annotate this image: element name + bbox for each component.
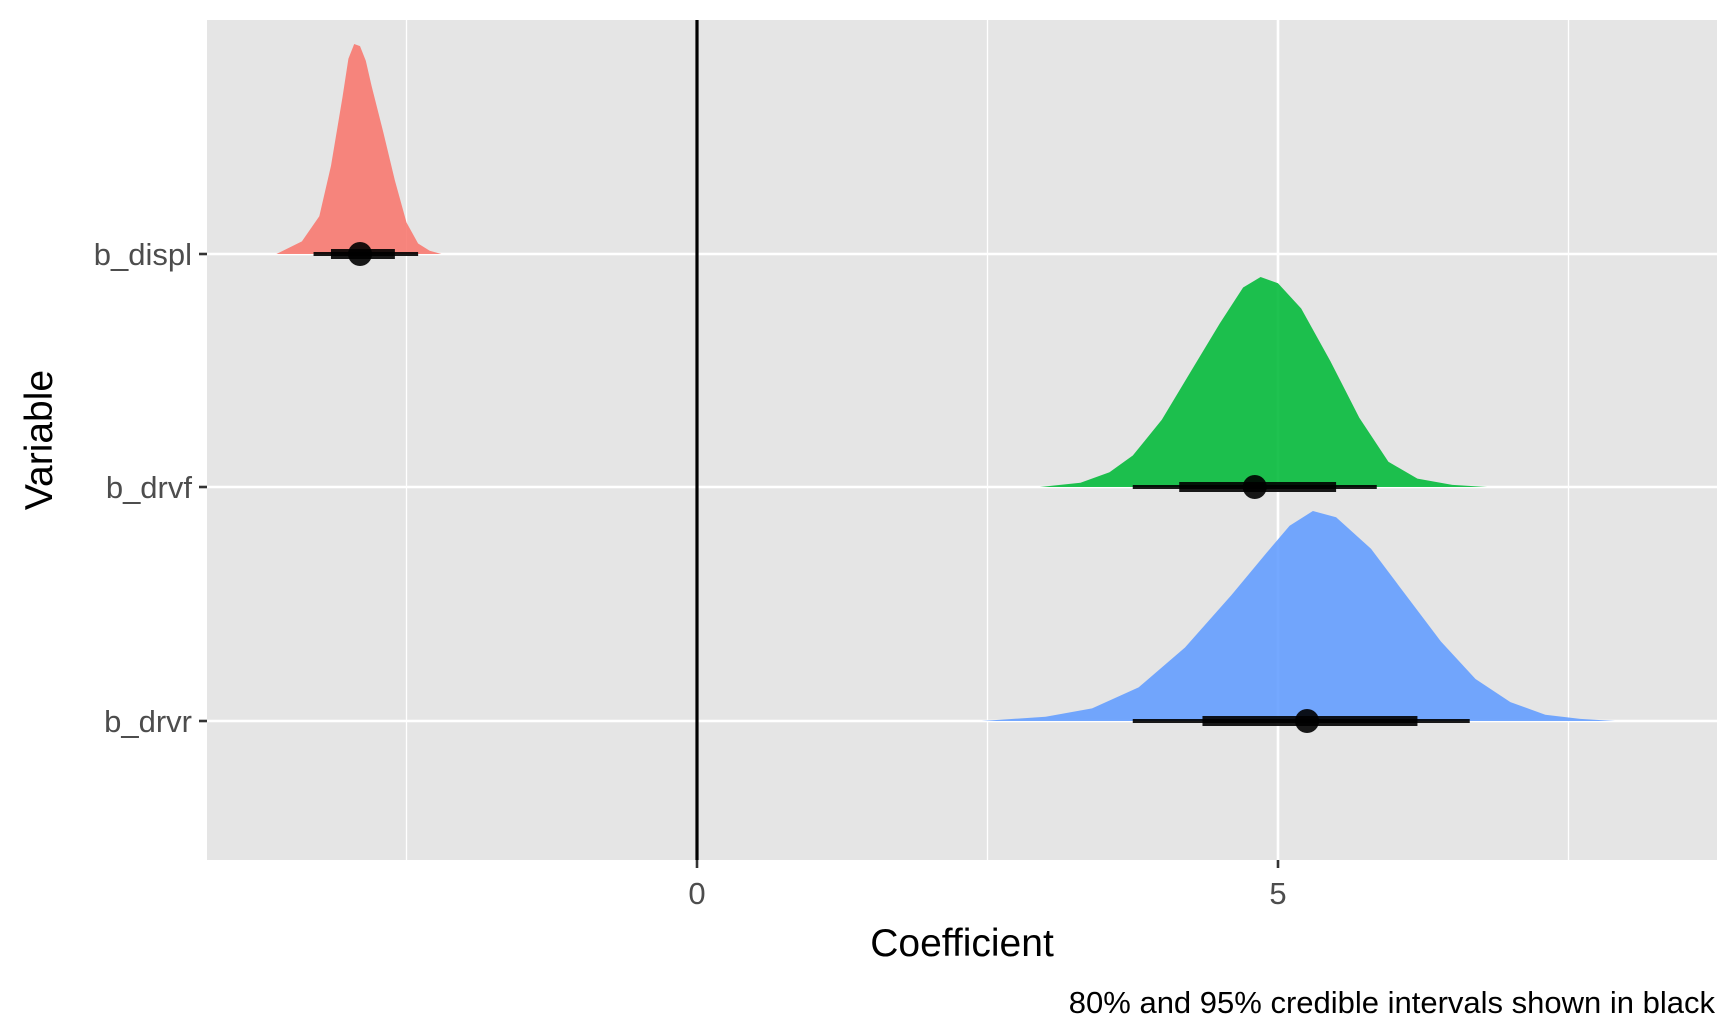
axes: 0 5 b_displ b_drvf b_drvr [94,237,1287,911]
median-point-b_drvr [1295,709,1320,733]
density-b_drvf [1039,277,1488,487]
median-point-b_displ [348,242,373,266]
y-tick-label: b_displ [94,237,192,272]
y-axis-title: Variable [18,370,61,510]
y-tick-label: b_drvf [106,470,193,505]
x-tick-label: 0 [688,876,705,911]
interval-layer [313,242,1470,733]
density-layer [276,44,1615,721]
density-b_drvr [981,511,1615,721]
y-tick-label: b_drvr [104,704,192,739]
median-point-b_drvf [1242,475,1267,499]
x-tick-label: 5 [1269,876,1286,911]
x-axis-title: Coefficient [870,922,1054,965]
plot-panel [207,20,1717,860]
chart-caption: 80% and 95% credible intervals shown in … [1069,985,1716,1020]
density-b_displ [276,44,442,254]
